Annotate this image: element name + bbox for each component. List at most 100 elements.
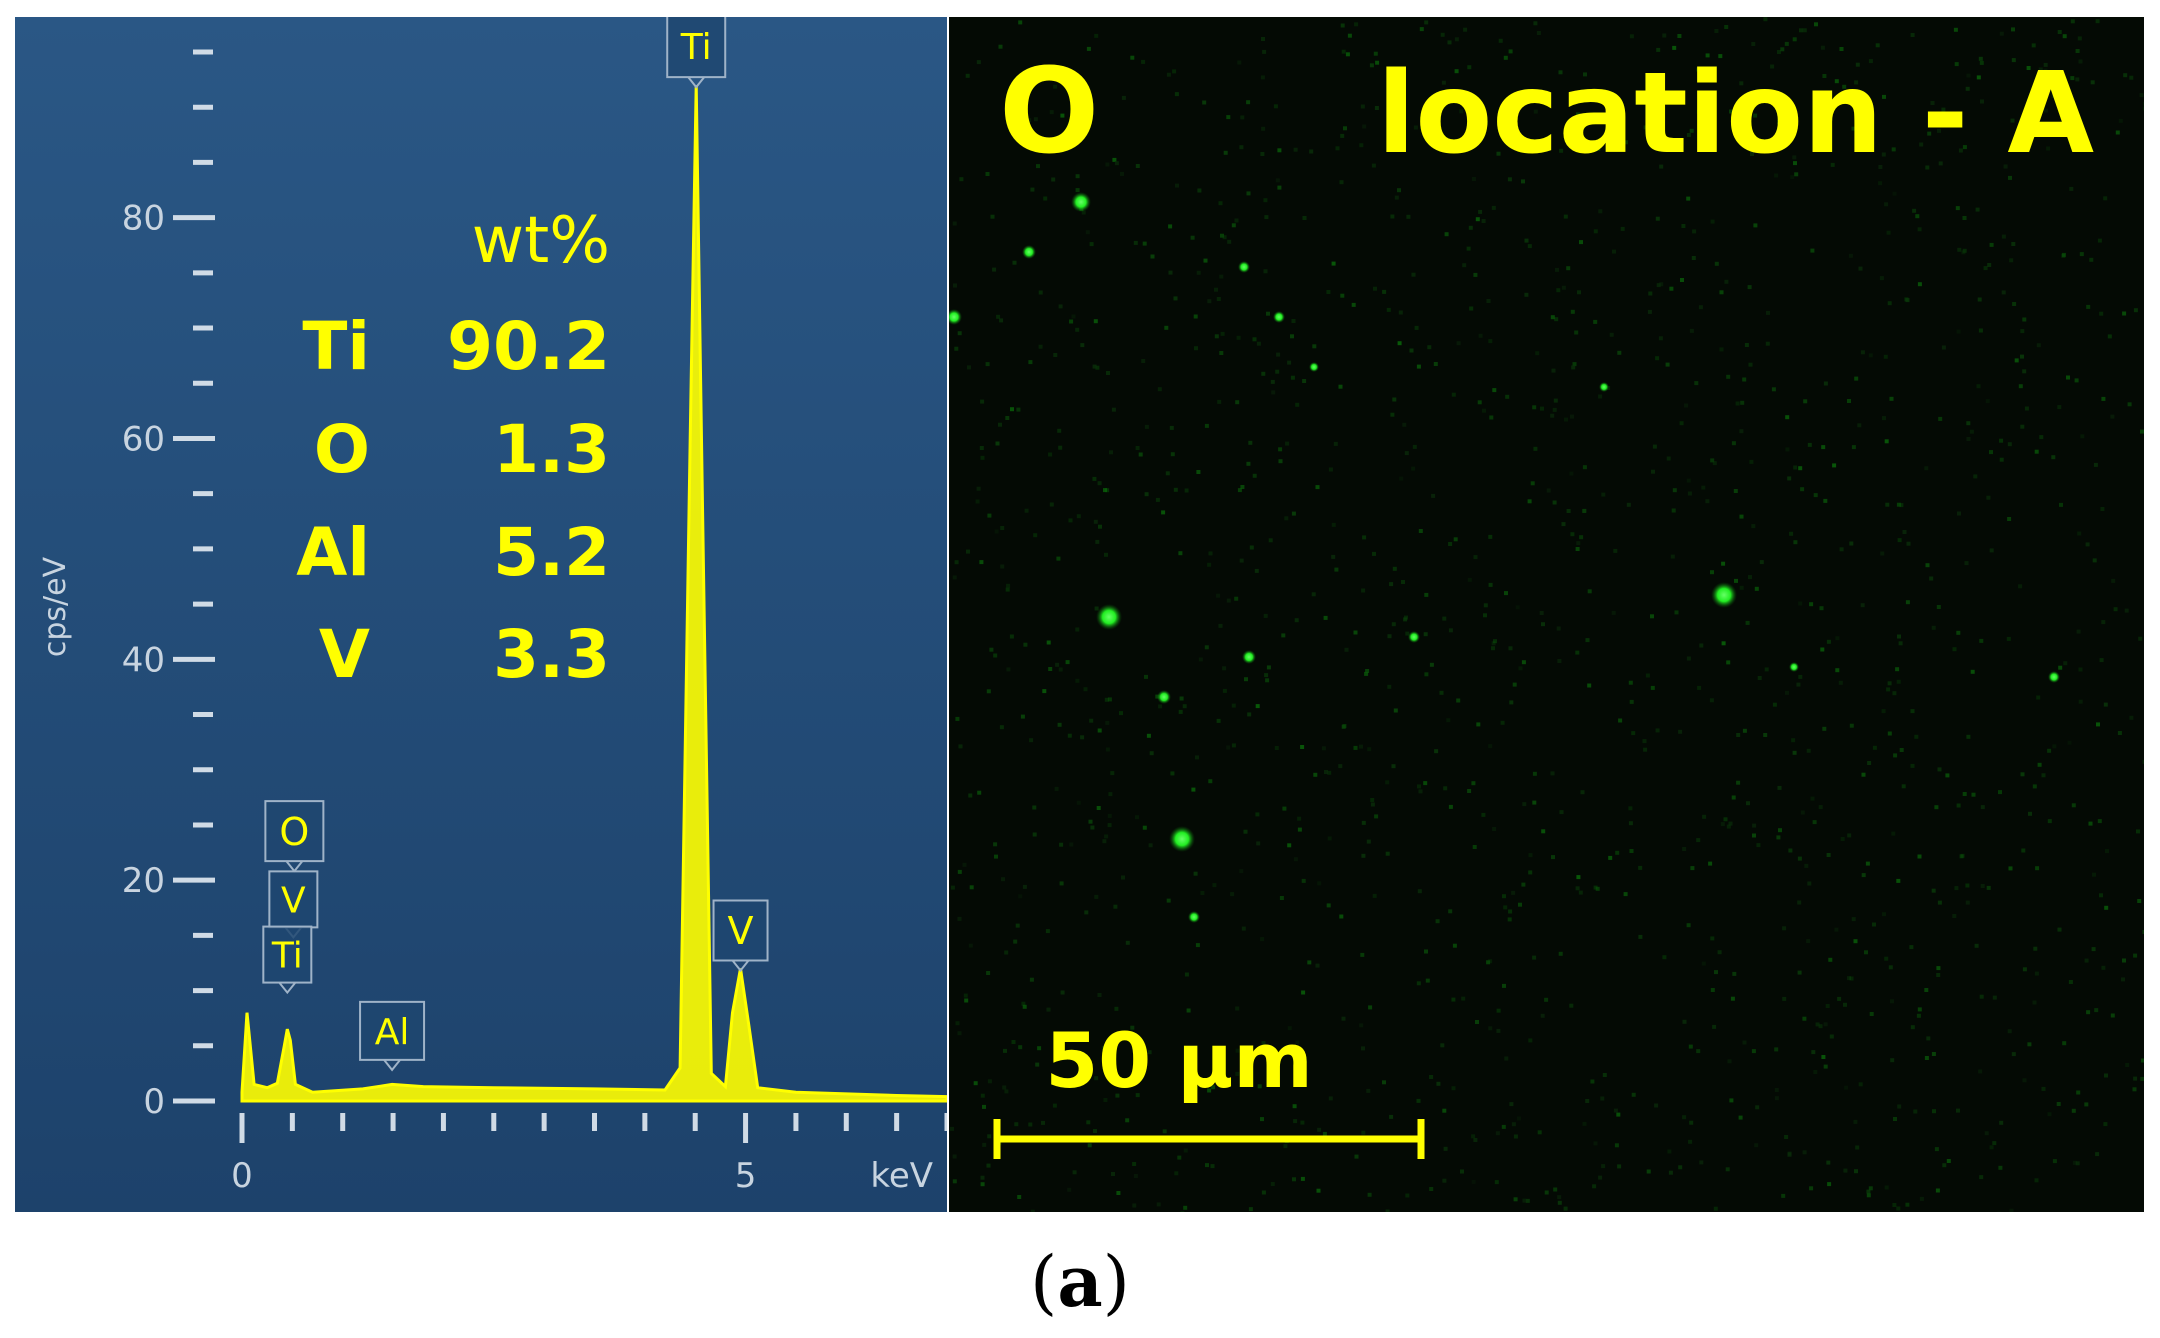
noise-pixel (1513, 1134, 1518, 1139)
noise-pixel (2133, 308, 2138, 313)
noise-pixel (1912, 208, 1917, 213)
noise-pixel (1372, 893, 1377, 898)
noise-pixel (2077, 36, 2082, 41)
noise-pixel (1802, 28, 1807, 33)
noise-pixel (1424, 592, 1429, 597)
noise-pixel (986, 689, 991, 694)
noise-pixel (1885, 502, 1890, 507)
noise-pixel (1276, 352, 1281, 357)
peak-label-text: V (281, 880, 306, 921)
noise-pixel (955, 1021, 960, 1026)
noise-pixel (1751, 42, 1756, 46)
noise-pixel (1029, 977, 1034, 982)
noise-pixel (1999, 438, 2004, 443)
noise-pixel (1451, 1086, 1456, 1091)
noise-pixel (1030, 1209, 1035, 1212)
noise-pixel (1917, 1007, 1922, 1012)
noise-pixel (1300, 1176, 1305, 1181)
noise-pixel (1144, 674, 1148, 679)
noise-pixel (1423, 781, 1428, 786)
noise-pixel (1728, 821, 1733, 826)
noise-pixel (1533, 21, 1538, 26)
noise-pixel (1798, 674, 1803, 679)
noise-pixel (1261, 37, 1265, 41)
peak-label-text: Ti (680, 27, 712, 68)
noise-pixel (1261, 1041, 1266, 1046)
noise-pixel (1631, 1092, 1636, 1097)
oxygen-dot (1022, 245, 1036, 259)
noise-pixel (1172, 69, 1177, 74)
noise-pixel (1835, 636, 1840, 641)
noise-pixel (1759, 560, 1764, 565)
noise-pixel (1241, 926, 1246, 931)
noise-pixel (1121, 875, 1125, 880)
noise-pixel (1235, 400, 1240, 405)
noise-pixel (2043, 62, 2048, 67)
noise-pixel (2020, 424, 2025, 429)
noise-pixel (1494, 1180, 1499, 1185)
noise-pixel (1962, 145, 1967, 150)
noise-pixel (1672, 488, 1677, 493)
noise-pixel (1002, 1085, 1007, 1090)
noise-pixel (1966, 734, 1971, 739)
noise-pixel (2001, 234, 2006, 239)
noise-pixel (1803, 399, 1808, 404)
noise-pixel (1732, 971, 1737, 976)
noise-pixel (1522, 802, 1527, 807)
noise-pixel (1754, 1143, 1759, 1148)
noise-pixel (1220, 233, 1224, 238)
noise-pixel (1532, 771, 1537, 776)
noise-pixel (1718, 54, 1723, 59)
noise-pixel (1135, 446, 1140, 450)
noise-pixel (1765, 140, 1770, 145)
noise-pixel (1899, 748, 1904, 752)
noise-pixel (1851, 917, 1856, 922)
noise-pixel (1440, 1043, 1445, 1048)
noise-pixel (2071, 1108, 2076, 1113)
noise-pixel (1714, 29, 1719, 33)
noise-pixel (1226, 598, 1231, 603)
noise-pixel (1511, 890, 1516, 895)
noise-pixel (1840, 837, 1845, 841)
noise-pixel (2051, 93, 2056, 98)
noise-pixel (1005, 587, 1010, 592)
noise-pixel (1720, 822, 1725, 827)
noise-pixel (1854, 80, 1859, 85)
noise-pixel (1112, 157, 1117, 162)
noise-pixel (1411, 466, 1416, 471)
noise-pixel (1697, 685, 1702, 690)
noise-pixel (2018, 584, 2023, 589)
noise-pixel (1566, 509, 1571, 513)
noise-pixel (1757, 676, 1762, 680)
noise-pixel (1668, 1170, 1673, 1175)
noise-pixel (1362, 124, 1367, 129)
noise-pixel (1293, 147, 1298, 152)
noise-pixel (1953, 27, 1958, 32)
noise-pixel (1462, 263, 1467, 268)
noise-pixel (1448, 909, 1453, 914)
oxygen-dot (2048, 671, 2060, 683)
noise-pixel (2104, 1073, 2108, 1078)
noise-pixel (1498, 38, 1503, 43)
noise-pixel (1887, 731, 1892, 736)
noise-pixel (1609, 332, 1614, 337)
noise-pixel (1930, 101, 1935, 105)
noise-pixel (1416, 364, 1421, 369)
noise-pixel (1266, 311, 1270, 316)
noise-pixel (1148, 843, 1153, 848)
noise-pixel (1851, 445, 1856, 450)
noise-pixel (1726, 374, 1731, 379)
noise-pixel (1391, 622, 1396, 627)
noise-pixel (1263, 269, 1268, 274)
noise-pixel (1467, 577, 1472, 582)
noise-pixel (1130, 55, 1135, 60)
noise-pixel (1326, 290, 1331, 294)
noise-pixel (1366, 1088, 1371, 1093)
noise-pixel (2096, 722, 2100, 727)
noise-pixel (2017, 137, 2022, 142)
noise-pixel (1689, 128, 1694, 133)
noise-pixel (980, 455, 985, 460)
noise-pixel (1528, 853, 1533, 858)
noise-pixel (2024, 406, 2029, 411)
noise-pixel (2020, 354, 2024, 359)
